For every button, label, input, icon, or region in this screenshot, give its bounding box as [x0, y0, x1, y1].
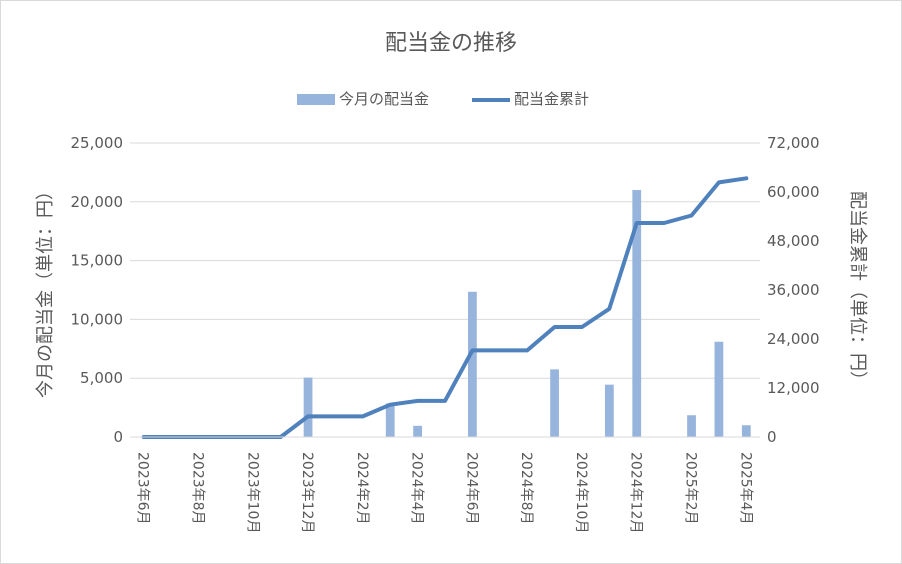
x-tick-label: 2024年2月	[354, 452, 370, 525]
cumulative-line	[141, 176, 749, 439]
bar	[468, 291, 477, 437]
y-left-axis-title: 今月の配当金（単位：円）	[35, 182, 56, 398]
y-right-tick-label: 36,000	[767, 281, 820, 299]
y-left-tick-label: 10,000	[71, 310, 124, 328]
x-tick-label: 2024年10月	[573, 452, 589, 533]
bar	[741, 425, 751, 437]
y-left-tick-label: 0	[113, 428, 123, 446]
bar	[413, 425, 422, 437]
bar-series	[303, 190, 751, 437]
x-tick-label: 2024年12月	[628, 452, 644, 533]
y-right-tick-label: 12,000	[767, 379, 820, 397]
legend-label-line: 配当金累計	[514, 90, 589, 108]
x-tick-label: 2023年12月	[299, 452, 315, 533]
bar	[550, 369, 559, 437]
legend: 今月の配当金 配当金累計	[297, 90, 589, 108]
legend-label-bar: 今月の配当金	[339, 90, 429, 108]
x-tick-label: 2025年4月	[737, 452, 753, 525]
x-tick-label: 2023年10月	[244, 452, 260, 533]
bar	[632, 190, 642, 437]
chart-title: 配当金の推移	[385, 31, 517, 56]
y-left-tick-label: 5,000	[80, 369, 123, 387]
bar	[687, 415, 696, 437]
x-tick-label: 2025年2月	[683, 452, 699, 525]
x-tick-label: 2024年4月	[409, 452, 425, 525]
gridlines	[130, 142, 760, 379]
axes: 0 5,000 10,000 15,000 20,000 25,000 0 12,000 24,…	[71, 134, 820, 533]
x-tick-label: 2024年8月	[518, 452, 534, 525]
y-right-tick-label: 24,000	[767, 330, 820, 348]
y-right-tick-label: 60,000	[767, 183, 820, 201]
y-right-tick-label: 72,000	[767, 134, 820, 152]
x-tick-label: 2024年6月	[463, 452, 479, 525]
y-right-tick-label: 0	[767, 428, 777, 446]
y-right-axis-title: 配当金累計（単位：円）	[847, 191, 868, 389]
bar	[385, 403, 395, 437]
y-right-tick-label: 48,000	[767, 232, 820, 250]
bar	[714, 341, 724, 437]
x-tick-label: 2023年8月	[190, 452, 206, 525]
legend-swatch-bar	[297, 94, 335, 105]
line-series	[141, 176, 749, 439]
bar	[303, 377, 313, 437]
bar	[604, 384, 614, 437]
y-left-tick-label: 20,000	[71, 193, 124, 211]
y-left-tick-label: 25,000	[71, 134, 124, 152]
y-left-tick-label: 15,000	[71, 252, 124, 270]
x-tick-label: 2023年6月	[135, 452, 151, 525]
